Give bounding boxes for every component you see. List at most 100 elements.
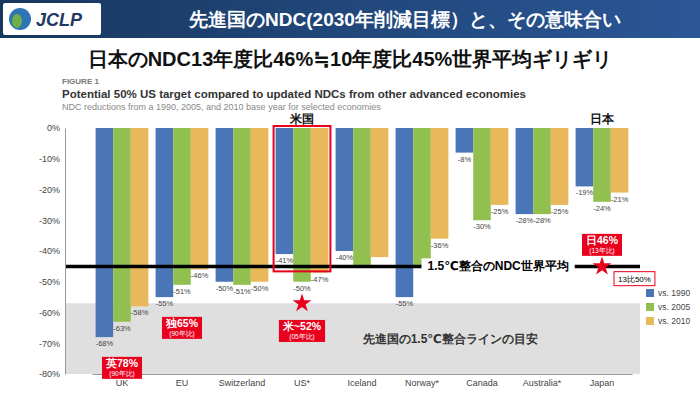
legend-swatch <box>646 289 654 297</box>
badge-text: 日46% <box>586 234 619 246</box>
bars-group <box>96 128 629 337</box>
callout-box <box>614 272 655 286</box>
badge-note: (05年比) <box>289 333 315 341</box>
data-label: -58% <box>131 308 149 317</box>
bar <box>216 128 234 282</box>
star-marker <box>293 293 312 311</box>
data-label: -28% <box>516 216 534 225</box>
logo-box <box>3 3 101 35</box>
bar <box>431 128 449 239</box>
data-label: -63% <box>113 324 131 333</box>
data-label: -19% <box>576 188 594 197</box>
x-tick-label: Australia* <box>523 378 562 388</box>
data-label: -50% <box>251 284 269 293</box>
reference-label-group: 1.5℃整合のNDC世界平均 <box>422 258 575 275</box>
data-label: -51% <box>173 287 191 296</box>
reference-label: 1.5℃整合のNDC世界平均 <box>428 259 569 273</box>
band-label: 先進国の1.5℃整合ラインの目安 <box>362 332 538 346</box>
x-tick-label: Switzerland <box>219 378 266 388</box>
data-label: -51% <box>233 287 251 296</box>
data-label: -24% <box>593 204 611 213</box>
y-tick-label: -30% <box>39 216 60 226</box>
data-label: -40% <box>336 253 354 262</box>
y-tick: -60% <box>39 308 60 318</box>
logo-land <box>12 14 22 28</box>
bar <box>473 128 491 220</box>
bar <box>131 128 149 306</box>
data-label: -55% <box>156 299 174 308</box>
y-tick-label: -50% <box>39 277 60 287</box>
data-label: -47% <box>311 275 329 284</box>
legend-label: vs. 2010 <box>658 316 690 326</box>
y-tick: -80% <box>39 369 60 379</box>
callout: 13比50% <box>614 272 655 286</box>
target-band <box>65 303 640 374</box>
x-tick-label: EU <box>176 378 189 388</box>
x-tick: Norway* <box>405 378 440 388</box>
slide-headline: 日本のNDC13年度比46%≒10年度比45%世界平均ギリギリ <box>88 48 613 70</box>
x-tick: Iceland <box>347 378 376 388</box>
slide-title: 先進国のNDC(2030年削減目標）と、その意味合い <box>188 9 621 30</box>
highlight-box <box>274 126 331 271</box>
bar <box>413 128 431 266</box>
x-tick: Switzerland <box>219 378 266 388</box>
x-tick-label: UK <box>116 378 129 388</box>
legend: vs. 1990vs. 2005vs. 2010 <box>646 288 690 326</box>
data-label: -25% <box>551 207 569 216</box>
badge: 英78%(90年比) <box>102 357 142 379</box>
data-label: -50% <box>293 284 311 293</box>
reference-label-box <box>422 258 575 275</box>
bar <box>551 128 569 205</box>
badge-note: (90年比) <box>109 370 135 378</box>
x-tick: UK <box>116 378 129 388</box>
legend-swatch <box>646 303 654 311</box>
bar <box>491 128 509 205</box>
bar <box>156 128 174 297</box>
data-label: -25% <box>491 207 509 216</box>
header-bar <box>0 0 700 38</box>
chart-title: Potential 50% US target compared to upda… <box>62 88 526 100</box>
bar <box>96 128 114 337</box>
badge-box <box>102 357 142 379</box>
bar <box>611 128 629 193</box>
y-tick-label: -20% <box>39 185 60 195</box>
data-label: -50% <box>216 284 234 293</box>
chart-subtitle: NDC reductions from a 1990, 2005, and 20… <box>62 102 381 112</box>
x-tick: Australia* <box>523 378 562 388</box>
y-tick-label: -60% <box>39 308 60 318</box>
x-tick: EU <box>176 378 189 388</box>
badge-note: (13年比) <box>589 247 615 255</box>
bar <box>311 128 329 273</box>
y-tick-label: -70% <box>39 339 60 349</box>
y-axis-line <box>65 129 66 375</box>
x-tick-label: Iceland <box>347 378 376 388</box>
logo-globe <box>9 8 31 30</box>
bar <box>396 128 414 297</box>
x-tick-label: Japan <box>590 378 615 388</box>
bar <box>371 128 389 257</box>
badge: 米~52%(05年比) <box>279 320 325 342</box>
data-label: -55% <box>396 299 414 308</box>
badge-box <box>162 317 202 339</box>
bar <box>113 128 131 322</box>
bar <box>173 128 191 285</box>
badge-note: (90年比) <box>169 330 195 338</box>
bar <box>233 128 251 285</box>
y-tick-label: -10% <box>39 154 60 164</box>
y-tick-label: -40% <box>39 246 60 256</box>
y-tick: -20% <box>39 185 60 195</box>
data-label: -36% <box>431 241 449 250</box>
bar <box>353 128 371 266</box>
figure-label: FIGURE 1 <box>62 77 99 86</box>
y-tick: -70% <box>39 339 60 349</box>
chart-root: JCLP先進国のNDC(2030年削減目標）と、その意味合い日本のNDC13年度… <box>0 0 700 394</box>
y-tick: -50% <box>39 277 60 287</box>
badge: 独65%(90年比) <box>162 317 202 339</box>
y-axis: -80% -70% -60% -50% -40% -30% -20% -10% 0% <box>39 123 66 379</box>
data-label: -46% <box>191 271 209 280</box>
slide-svg: JCLP先進国のNDC(2030年削減目標）と、その意味合い日本のNDC13年度… <box>0 0 700 394</box>
y-tick-label: 0% <box>47 123 60 133</box>
y-tick: 0% <box>47 123 60 133</box>
x-tick: US* <box>294 378 311 388</box>
x-tick-label: Canada <box>466 378 498 388</box>
